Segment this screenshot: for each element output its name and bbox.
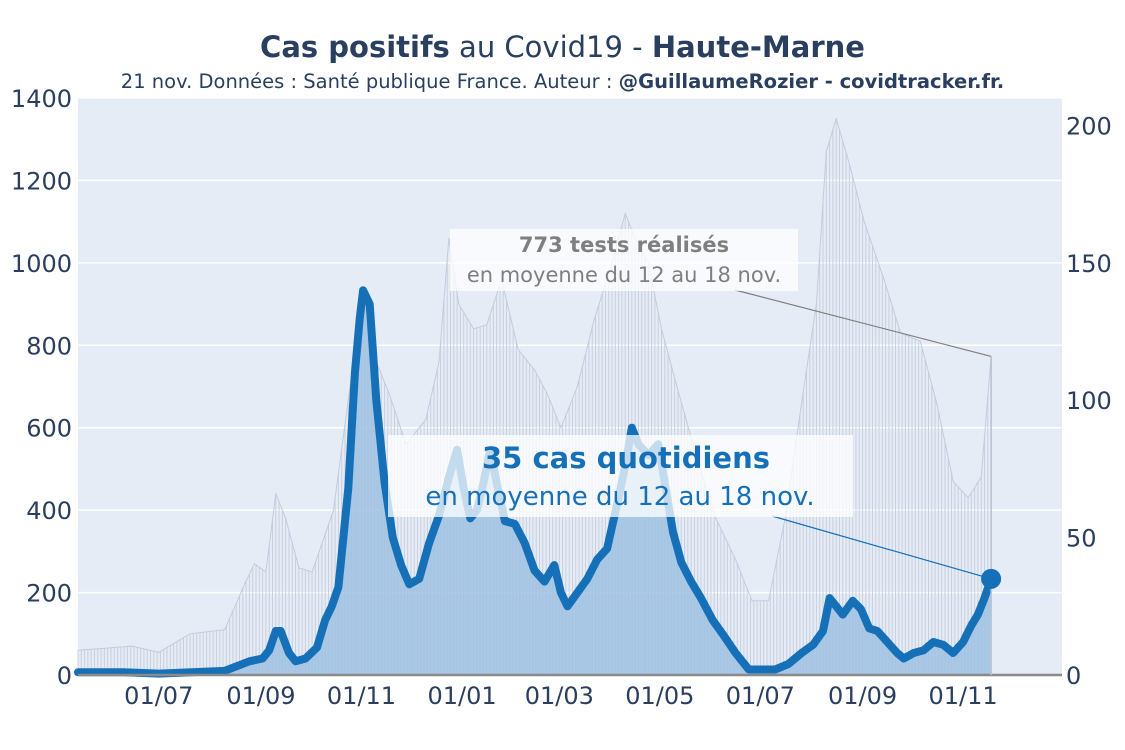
y-right-tick-label: 100 [1066,387,1112,415]
chart-subtitle: 21 nov. Données : Santé publique France.… [0,70,1125,93]
cases-area [78,290,992,675]
x-tick-label: 01/01 [427,682,496,710]
x-tick-label: 01/09 [828,682,897,710]
y-left-tick-label: 1000 [11,250,72,278]
cases-latest-point [981,568,1002,589]
cases-annotation-box [388,435,853,517]
chart-title: Cas positifs au Covid19 - Haute-Marne [0,30,1125,64]
x-tick-label: 01/03 [525,682,594,710]
y-left-tick-label: 1400 [11,85,72,113]
y-left-tick-label: 600 [26,415,72,443]
x-tick-label: 01/05 [625,682,694,710]
subtitle-source: 21 nov. Données : Santé publique France.… [120,70,619,93]
cases-line [74,286,996,678]
x-tick-label: 01/09 [226,682,295,710]
x-axis: 01/07 01/09 01/11 01/01 01/03 01/05 01/07 01/09… [124,682,998,710]
y-left-tick-label: 200 [26,580,72,608]
y-right-tick-label: 0 [1066,662,1081,690]
x-tick-label: 01/07 [726,682,795,710]
plot-background [78,98,1062,675]
y-right-tick-label: 200 [1066,112,1112,140]
tests-annotation-subtitle: en moyenne du 12 au 18 nov. [467,263,781,287]
y-right-tick-label: 50 [1066,525,1097,553]
cases-annotation-leader [771,515,992,580]
title-middle: au Covid19 - [449,30,652,64]
cases-annotation-subtitle: en moyenne du 12 au 18 nov. [425,482,814,512]
tests-annotation-title: 773 tests réalisés [519,233,729,257]
y-left-tick-label: 1200 [11,167,72,195]
x-tick-label: 01/11 [327,682,396,710]
y-left-tick-label: 800 [26,332,72,360]
tests-annotation-box [450,229,798,291]
tests-outline [77,116,992,653]
title-main: Cas positifs [260,30,450,64]
y-left-tick-label: 0 [57,662,72,690]
x-tick-label: 01/11 [929,682,998,710]
x-tick-label: 01/07 [124,682,193,710]
y-right-axis: 0 50 100 150 200 [1066,112,1112,690]
y-right-tick-label: 150 [1066,250,1112,278]
tests-annotation-leader [734,289,992,357]
y-left-tick-label: 400 [26,497,72,525]
cases-annotation-title: 35 cas quotidiens [482,441,770,475]
y-left-axis: 0 200 400 600 800 1000 1200 1400 [11,85,72,690]
subtitle-author: @GuillaumeRozier - covidtracker.fr. [618,70,1005,93]
title-region: Haute-Marne [651,30,865,64]
